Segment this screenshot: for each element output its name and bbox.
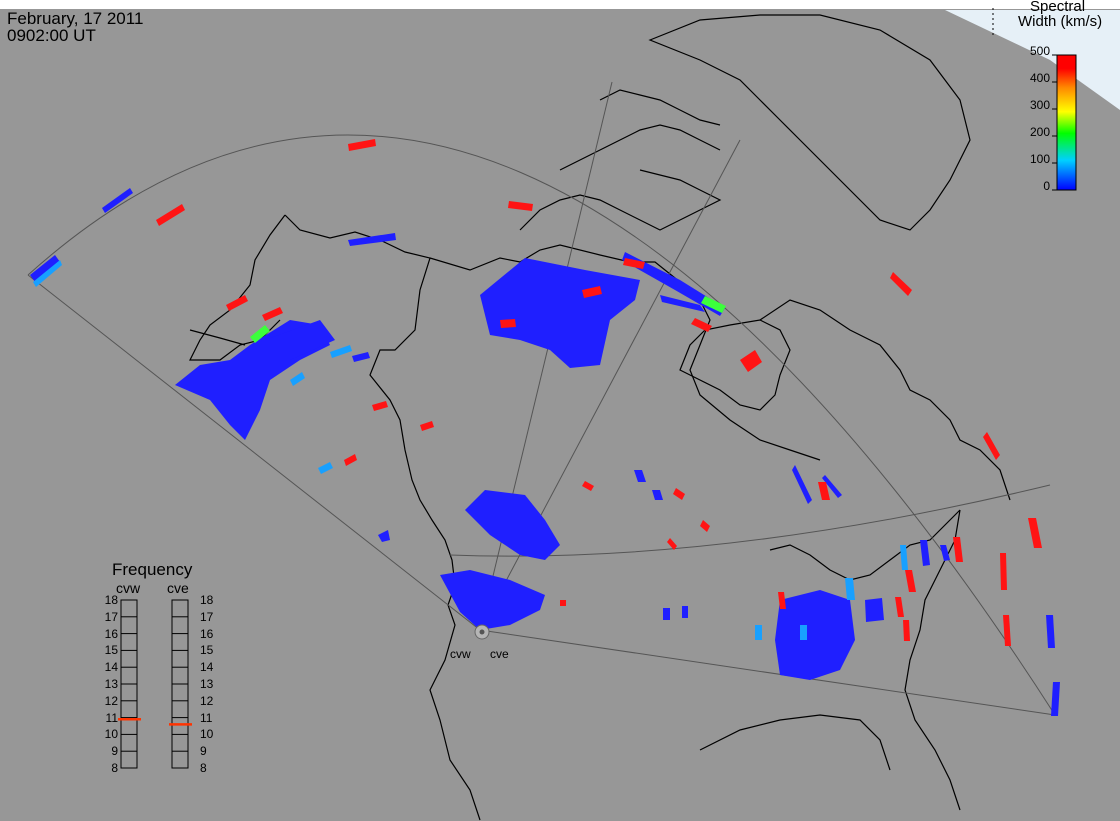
frequency-tick-label-cvw: 15 [104, 643, 118, 658]
frequency-tick-label-cvw: 16 [104, 626, 118, 641]
colorbar-tick-label: 100 [1029, 152, 1050, 166]
frequency-tick-label-cvw: 12 [104, 693, 118, 708]
map-time: 0902:00 UT [7, 26, 96, 45]
frequency-tick-label-cvw: 10 [104, 727, 118, 742]
frequency-tick-label-cve: 8 [200, 761, 207, 775]
colorbar-tick-label: 400 [1029, 71, 1050, 85]
frequency-tick-label-cve: 18 [200, 593, 214, 607]
frequency-tick-label-cvw: 9 [111, 744, 118, 759]
frequency-tick-label-cvw: 18 [104, 593, 118, 607]
frequency-radar-label-cvw: cvw [116, 580, 141, 596]
frequency-tick-label-cvw: 13 [104, 677, 118, 691]
colorbar-tick-label: 300 [1029, 98, 1050, 112]
colorbar-title-line1: Spectral [1030, 0, 1086, 15]
colorbar-tick-label: 0 [1043, 179, 1050, 193]
frequency-tick-label-cvw: 8 [111, 761, 118, 775]
coastlines [189, 14, 1011, 821]
frequency-gridlines [121, 616, 188, 752]
frequency-tick-label-cve: 10 [200, 727, 214, 742]
frequency-tick-label-cve: 9 [200, 744, 207, 759]
scatter-blue [30, 188, 1060, 716]
frequency-tick-label-cve: 13 [200, 677, 214, 691]
frequency-title: Frequency [112, 560, 193, 579]
frequency-tick-label-cvw: 17 [104, 609, 118, 624]
scatter-cyan [33, 260, 908, 640]
frequency-tick-label-cve: 15 [200, 643, 214, 658]
map-date: February, 17 2011 [7, 9, 144, 28]
frequency-tick-label-cve: 11 [200, 710, 213, 725]
scatter-green [250, 296, 726, 343]
frequency-tick-label-cve: 14 [200, 660, 214, 675]
site-label-cve: cve [490, 647, 509, 661]
scatter-red [156, 139, 1042, 646]
colorbar-tick-label: 500 [1029, 44, 1050, 58]
frequency-tick-label-cve: 12 [200, 693, 214, 708]
fov-boundaries [27, 81, 1056, 716]
colorbar-tick-label: 200 [1029, 125, 1050, 139]
frequency-tick-label-cve: 16 [200, 626, 214, 641]
colorbar-ticks [1052, 54, 1057, 191]
colorbar-title-line2: Width (km/s) [1018, 13, 1103, 30]
frequency-tick-label-cve: 17 [200, 609, 214, 624]
site-label-cvw: cvw [450, 647, 471, 661]
frequency-tick-label-cvw: 14 [104, 660, 118, 675]
colorbar-gradient [1056, 54, 1077, 191]
top-white-strip [0, 0, 1120, 9]
ocean-corner [945, 10, 1120, 110]
frequency-radar-label-cve: cve [167, 580, 189, 596]
frequency-tick-label-cvw: 11 [105, 710, 118, 725]
